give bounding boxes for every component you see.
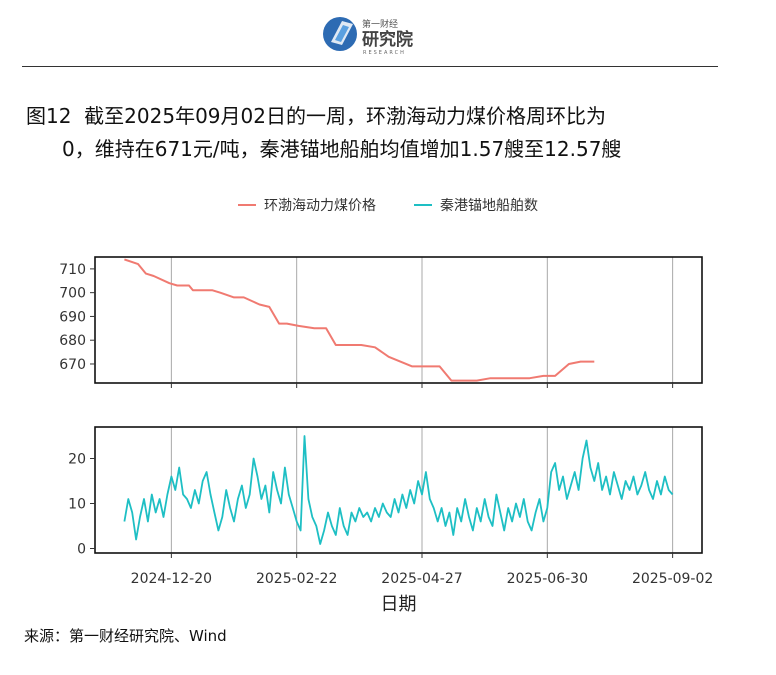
figure-number: 图12 <box>26 104 72 128</box>
panel-1: 670 680 690 700 710 <box>59 256 703 388</box>
logo-name-en: RESEARCH <box>363 50 406 56</box>
legend-label-0: 环渤海动力煤价格 <box>264 198 376 214</box>
logo-brand: 第一财经 <box>362 18 398 30</box>
x-tick-label: 2024-12-20 <box>131 571 212 587</box>
figure-title: 图12 截至2025年09月02日的一周，环渤海动力煤价格周环比为 0，维持在6… <box>26 100 726 166</box>
panel-frame <box>94 256 703 384</box>
y-tick-label: 10 <box>68 497 86 513</box>
series-line-1 <box>124 258 595 382</box>
y-tick-label: 700 <box>59 286 86 302</box>
panel-2: 0 10 20 2024-12-20 2025-02-22 2025-04-27 2025-… <box>68 426 713 615</box>
y-tick-label: 690 <box>59 309 86 325</box>
y-tick-label: 710 <box>59 262 86 278</box>
panel-frame <box>94 426 703 554</box>
x-tick-label: 2025-09-02 <box>632 571 713 587</box>
y-tick-label: 680 <box>59 333 86 349</box>
x-tick-label: 2025-06-30 <box>507 571 588 587</box>
y-tick-label: 20 <box>68 452 86 468</box>
logo: 第一财经 研究院 RESEARCH <box>322 12 432 56</box>
title-line-2: 0，维持在671元/吨，秦港锚地船舶均值增加1.57艘至12.57艘 <box>62 137 622 161</box>
series-line-2 <box>123 435 674 545</box>
logo-name: 研究院 <box>362 29 413 50</box>
logo-emblem-icon: 第一财经 研究院 RESEARCH <box>323 17 413 56</box>
x-tick-label: 2025-04-27 <box>381 571 462 587</box>
x-axis-title: 日期 <box>381 594 417 615</box>
header-divider <box>22 66 718 67</box>
y-tick-label: 0 <box>77 542 86 558</box>
y-tick-label: 670 <box>59 357 86 373</box>
legend-label-1: 秦港锚地船舶数 <box>440 198 538 214</box>
x-tick-label: 2025-02-22 <box>256 571 337 587</box>
title-line-1: 截至2025年09月02日的一周，环渤海动力煤价格周环比为 <box>84 104 606 128</box>
source-note: 来源：第一财经研究院、Wind <box>24 627 227 645</box>
